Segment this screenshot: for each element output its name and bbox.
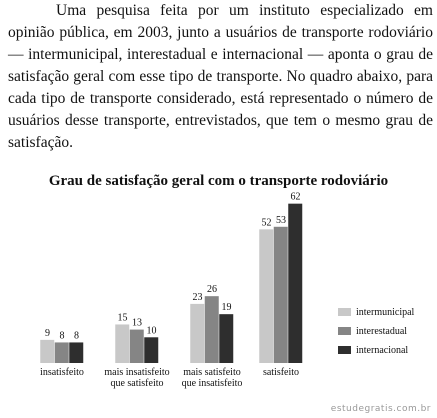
data-label: 62 [291, 192, 301, 203]
legend-label: internacional [356, 345, 408, 356]
category-label: mais insatisfeito que satisfeito [104, 367, 170, 389]
legend-label: interestadual [356, 326, 407, 337]
chart-title: Grau de satisfação geral com o transport… [48, 173, 389, 189]
data-label: 26 [207, 284, 217, 295]
data-label: 52 [262, 217, 272, 228]
bar [204, 296, 219, 363]
data-label: 19 [222, 302, 232, 313]
bar [115, 324, 130, 363]
data-label: 15 [118, 312, 128, 323]
bar [40, 339, 55, 363]
data-label: 8 [74, 330, 79, 341]
legend-swatch [338, 327, 351, 335]
data-label: 10 [147, 325, 157, 336]
watermark: estudegratis.com.br [330, 404, 431, 414]
bar [259, 229, 274, 363]
bar [54, 342, 69, 363]
bar [288, 203, 303, 363]
bar [144, 337, 159, 363]
data-label: 8 [60, 330, 65, 341]
category-label: mais satisfeito que insatisfeito [181, 367, 243, 389]
category-label: satisfeito [262, 367, 300, 378]
legend-swatch [338, 346, 351, 354]
data-label: 9 [45, 328, 50, 339]
data-label: 53 [276, 215, 286, 226]
legend-swatch [338, 308, 351, 316]
bar [190, 303, 205, 363]
data-label: 13 [132, 318, 142, 329]
category-label: insatisfeito [40, 367, 84, 378]
bar [69, 342, 84, 363]
data-label: 23 [193, 292, 203, 303]
paragraph: Uma pesquisa feita por um instituto espe… [8, 2, 433, 151]
bar [273, 226, 288, 363]
legend-label: intermunicipal [356, 307, 415, 318]
bar [219, 314, 234, 363]
bar [129, 329, 144, 363]
